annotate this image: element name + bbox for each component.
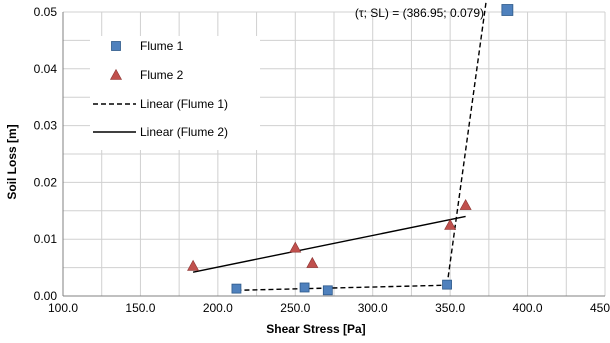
square-data-point bbox=[299, 282, 310, 293]
axes bbox=[62, 12, 605, 297]
x-tick-label: 300.0 bbox=[358, 301, 388, 315]
legend-label-flume-2: Flume 2 bbox=[140, 68, 184, 82]
x-axis-title: Shear Stress [Pa] bbox=[266, 322, 365, 336]
y-tick-label: 0.03 bbox=[34, 119, 58, 133]
x-tick-label: 250.0 bbox=[280, 301, 310, 315]
legend-item-linear-flume-1: Linear (Flume 1) bbox=[93, 97, 228, 111]
square-data-point bbox=[322, 285, 333, 296]
y-axis-title: Soil Loss [m] bbox=[5, 124, 19, 199]
y-tick-label: 0.04 bbox=[34, 62, 58, 76]
legend: Flume 1 Flume 2 Linear (Flume 1) Linear … bbox=[90, 36, 260, 150]
square-data-point bbox=[442, 279, 452, 290]
y-tick-label: 0.02 bbox=[34, 175, 58, 189]
triangle-data-point bbox=[444, 218, 457, 230]
x-tick-label: 100.0 bbox=[48, 301, 78, 315]
data-points bbox=[187, 4, 514, 296]
square-data-point bbox=[501, 4, 514, 16]
y-tick-label: 0.00 bbox=[34, 289, 58, 303]
x-tick-label: 450.0 bbox=[590, 301, 610, 315]
triangle-data-point bbox=[289, 241, 302, 253]
annotation: (τ; SL) = (386.95; 0.079) bbox=[355, 6, 484, 20]
legend-triangle-marker-icon bbox=[109, 68, 123, 80]
square-data-point bbox=[231, 283, 242, 294]
legend-item-flume-2: Flume 2 bbox=[109, 68, 184, 82]
trendline-segment bbox=[236, 284, 448, 292]
trendlines bbox=[192, 0, 488, 292]
legend-label-flume-1: Flume 1 bbox=[140, 39, 184, 53]
x-tick-label: 350.0 bbox=[435, 301, 465, 315]
y-tick-label: 0.01 bbox=[34, 232, 58, 246]
legend-square-marker-icon bbox=[111, 41, 121, 51]
y-tick-labels: 0.00 0.01 0.02 0.03 0.04 0.05 bbox=[34, 5, 58, 303]
x-tick-label: 150.0 bbox=[125, 301, 155, 315]
legend-background bbox=[90, 36, 260, 150]
trendline-segment bbox=[192, 215, 466, 273]
y-tick-label: 0.05 bbox=[34, 5, 58, 19]
legend-item-linear-flume-2: Linear (Flume 2) bbox=[93, 125, 228, 139]
x-tick-labels: 100.0 150.0 200.0 250.0 300.0 350.0 400.0 450.0 bbox=[48, 301, 610, 315]
triangle-data-point bbox=[187, 259, 200, 271]
triangle-data-point bbox=[459, 198, 472, 210]
legend-item-flume-1: Flume 1 bbox=[111, 39, 184, 53]
legend-label-linear-flume-1: Linear (Flume 1) bbox=[140, 97, 228, 111]
triangle-data-point bbox=[306, 256, 319, 268]
x-tick-label: 400.0 bbox=[513, 301, 543, 315]
trendline-segment bbox=[446, 0, 488, 286]
annotation-label: (τ; SL) = (386.95; 0.079) bbox=[355, 6, 484, 20]
x-tick-label: 200.0 bbox=[203, 301, 233, 315]
legend-label-linear-flume-2: Linear (Flume 2) bbox=[140, 125, 228, 139]
